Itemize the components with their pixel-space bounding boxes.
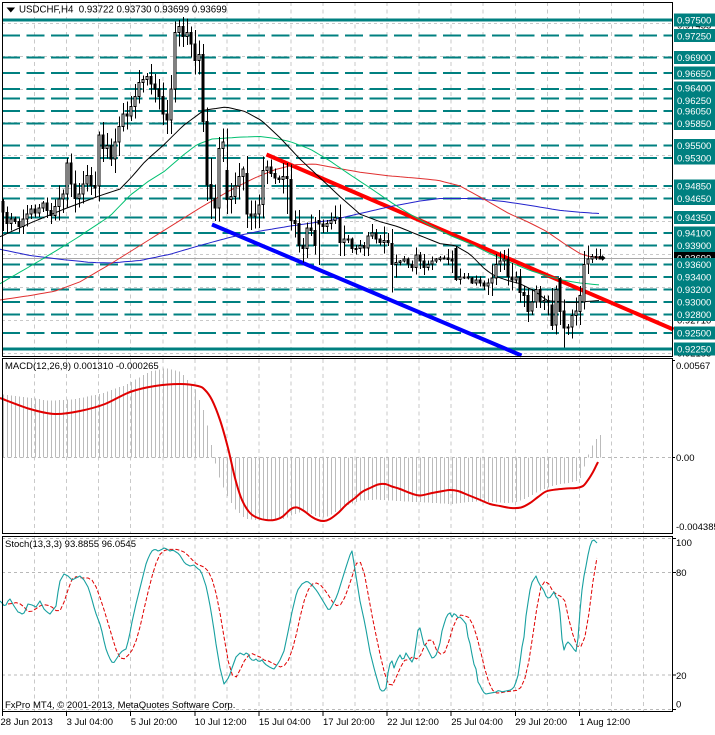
svg-text:-0.004385: -0.004385 bbox=[676, 522, 715, 533]
svg-text:22 Jul 12:00: 22 Jul 12:00 bbox=[387, 717, 439, 728]
svg-text:0.93200: 0.93200 bbox=[677, 285, 711, 296]
svg-text:10 Jul 12:00: 10 Jul 12:00 bbox=[195, 717, 247, 728]
svg-text:0.93900: 0.93900 bbox=[677, 241, 711, 252]
svg-text:0.92500: 0.92500 bbox=[677, 329, 711, 340]
svg-text:15 Jul 04:00: 15 Jul 04:00 bbox=[259, 717, 311, 728]
svg-text:0.96900: 0.96900 bbox=[677, 53, 711, 64]
svg-text:0.92710: 0.92710 bbox=[677, 316, 711, 327]
svg-text:28 Jun 2013: 28 Jun 2013 bbox=[1, 717, 53, 728]
svg-text:0.93000: 0.93000 bbox=[677, 297, 711, 308]
svg-text:1 Aug 12:00: 1 Aug 12:00 bbox=[579, 717, 630, 728]
svg-text:0.97250: 0.97250 bbox=[677, 31, 711, 42]
svg-text:0.94850: 0.94850 bbox=[677, 182, 711, 193]
svg-text:5 Jul 20:00: 5 Jul 20:00 bbox=[131, 717, 177, 728]
svg-text:0.94650: 0.94650 bbox=[677, 194, 711, 205]
svg-text:0.96650: 0.96650 bbox=[677, 69, 711, 80]
svg-text:USDCHF,H4 0.93722 0.93730 0.9: USDCHF,H4 0.93722 0.93730 0.93699 0.9369… bbox=[19, 5, 227, 16]
svg-text:0.94350: 0.94350 bbox=[677, 213, 711, 224]
svg-text:20: 20 bbox=[676, 671, 687, 682]
svg-text:0.93400: 0.93400 bbox=[677, 272, 711, 283]
svg-text:0.92800: 0.92800 bbox=[677, 310, 711, 321]
svg-text:0.95850: 0.95850 bbox=[677, 119, 711, 130]
svg-text:0.93600: 0.93600 bbox=[677, 260, 711, 271]
svg-text:100: 100 bbox=[676, 538, 692, 549]
svg-text:0.00: 0.00 bbox=[676, 453, 695, 464]
svg-text:25 Jul 04:00: 25 Jul 04:00 bbox=[451, 717, 503, 728]
svg-text:0: 0 bbox=[676, 700, 681, 711]
svg-text:MACD(12,26,9) 0.001310 -0.0002: MACD(12,26,9) 0.001310 -0.000265 bbox=[5, 361, 159, 372]
svg-text:0.96250: 0.96250 bbox=[677, 96, 711, 107]
svg-text:0.95500: 0.95500 bbox=[677, 141, 711, 152]
svg-text:Stoch(13,3,3) 93.8855 96.0545: Stoch(13,3,3) 93.8855 96.0545 bbox=[5, 539, 136, 550]
svg-text:3 Jul 04:00: 3 Jul 04:00 bbox=[67, 717, 113, 728]
svg-text:0.96050: 0.96050 bbox=[677, 106, 711, 117]
svg-text:29 Jul 20:00: 29 Jul 20:00 bbox=[515, 717, 567, 728]
svg-text:0.96400: 0.96400 bbox=[677, 84, 711, 95]
svg-text:0.92250: 0.92250 bbox=[677, 344, 711, 355]
svg-text:0.97500: 0.97500 bbox=[677, 16, 711, 27]
svg-text:80: 80 bbox=[676, 568, 687, 579]
svg-text:0.95300: 0.95300 bbox=[677, 153, 711, 164]
svg-text:FxPro MT4, © 2001-2013, MetaQu: FxPro MT4, © 2001-2013, MetaQuotes Softw… bbox=[5, 700, 235, 711]
svg-text:17 Jul 20:00: 17 Jul 20:00 bbox=[323, 717, 375, 728]
svg-text:0.00567: 0.00567 bbox=[676, 361, 710, 372]
svg-text:0.94100: 0.94100 bbox=[677, 229, 711, 240]
